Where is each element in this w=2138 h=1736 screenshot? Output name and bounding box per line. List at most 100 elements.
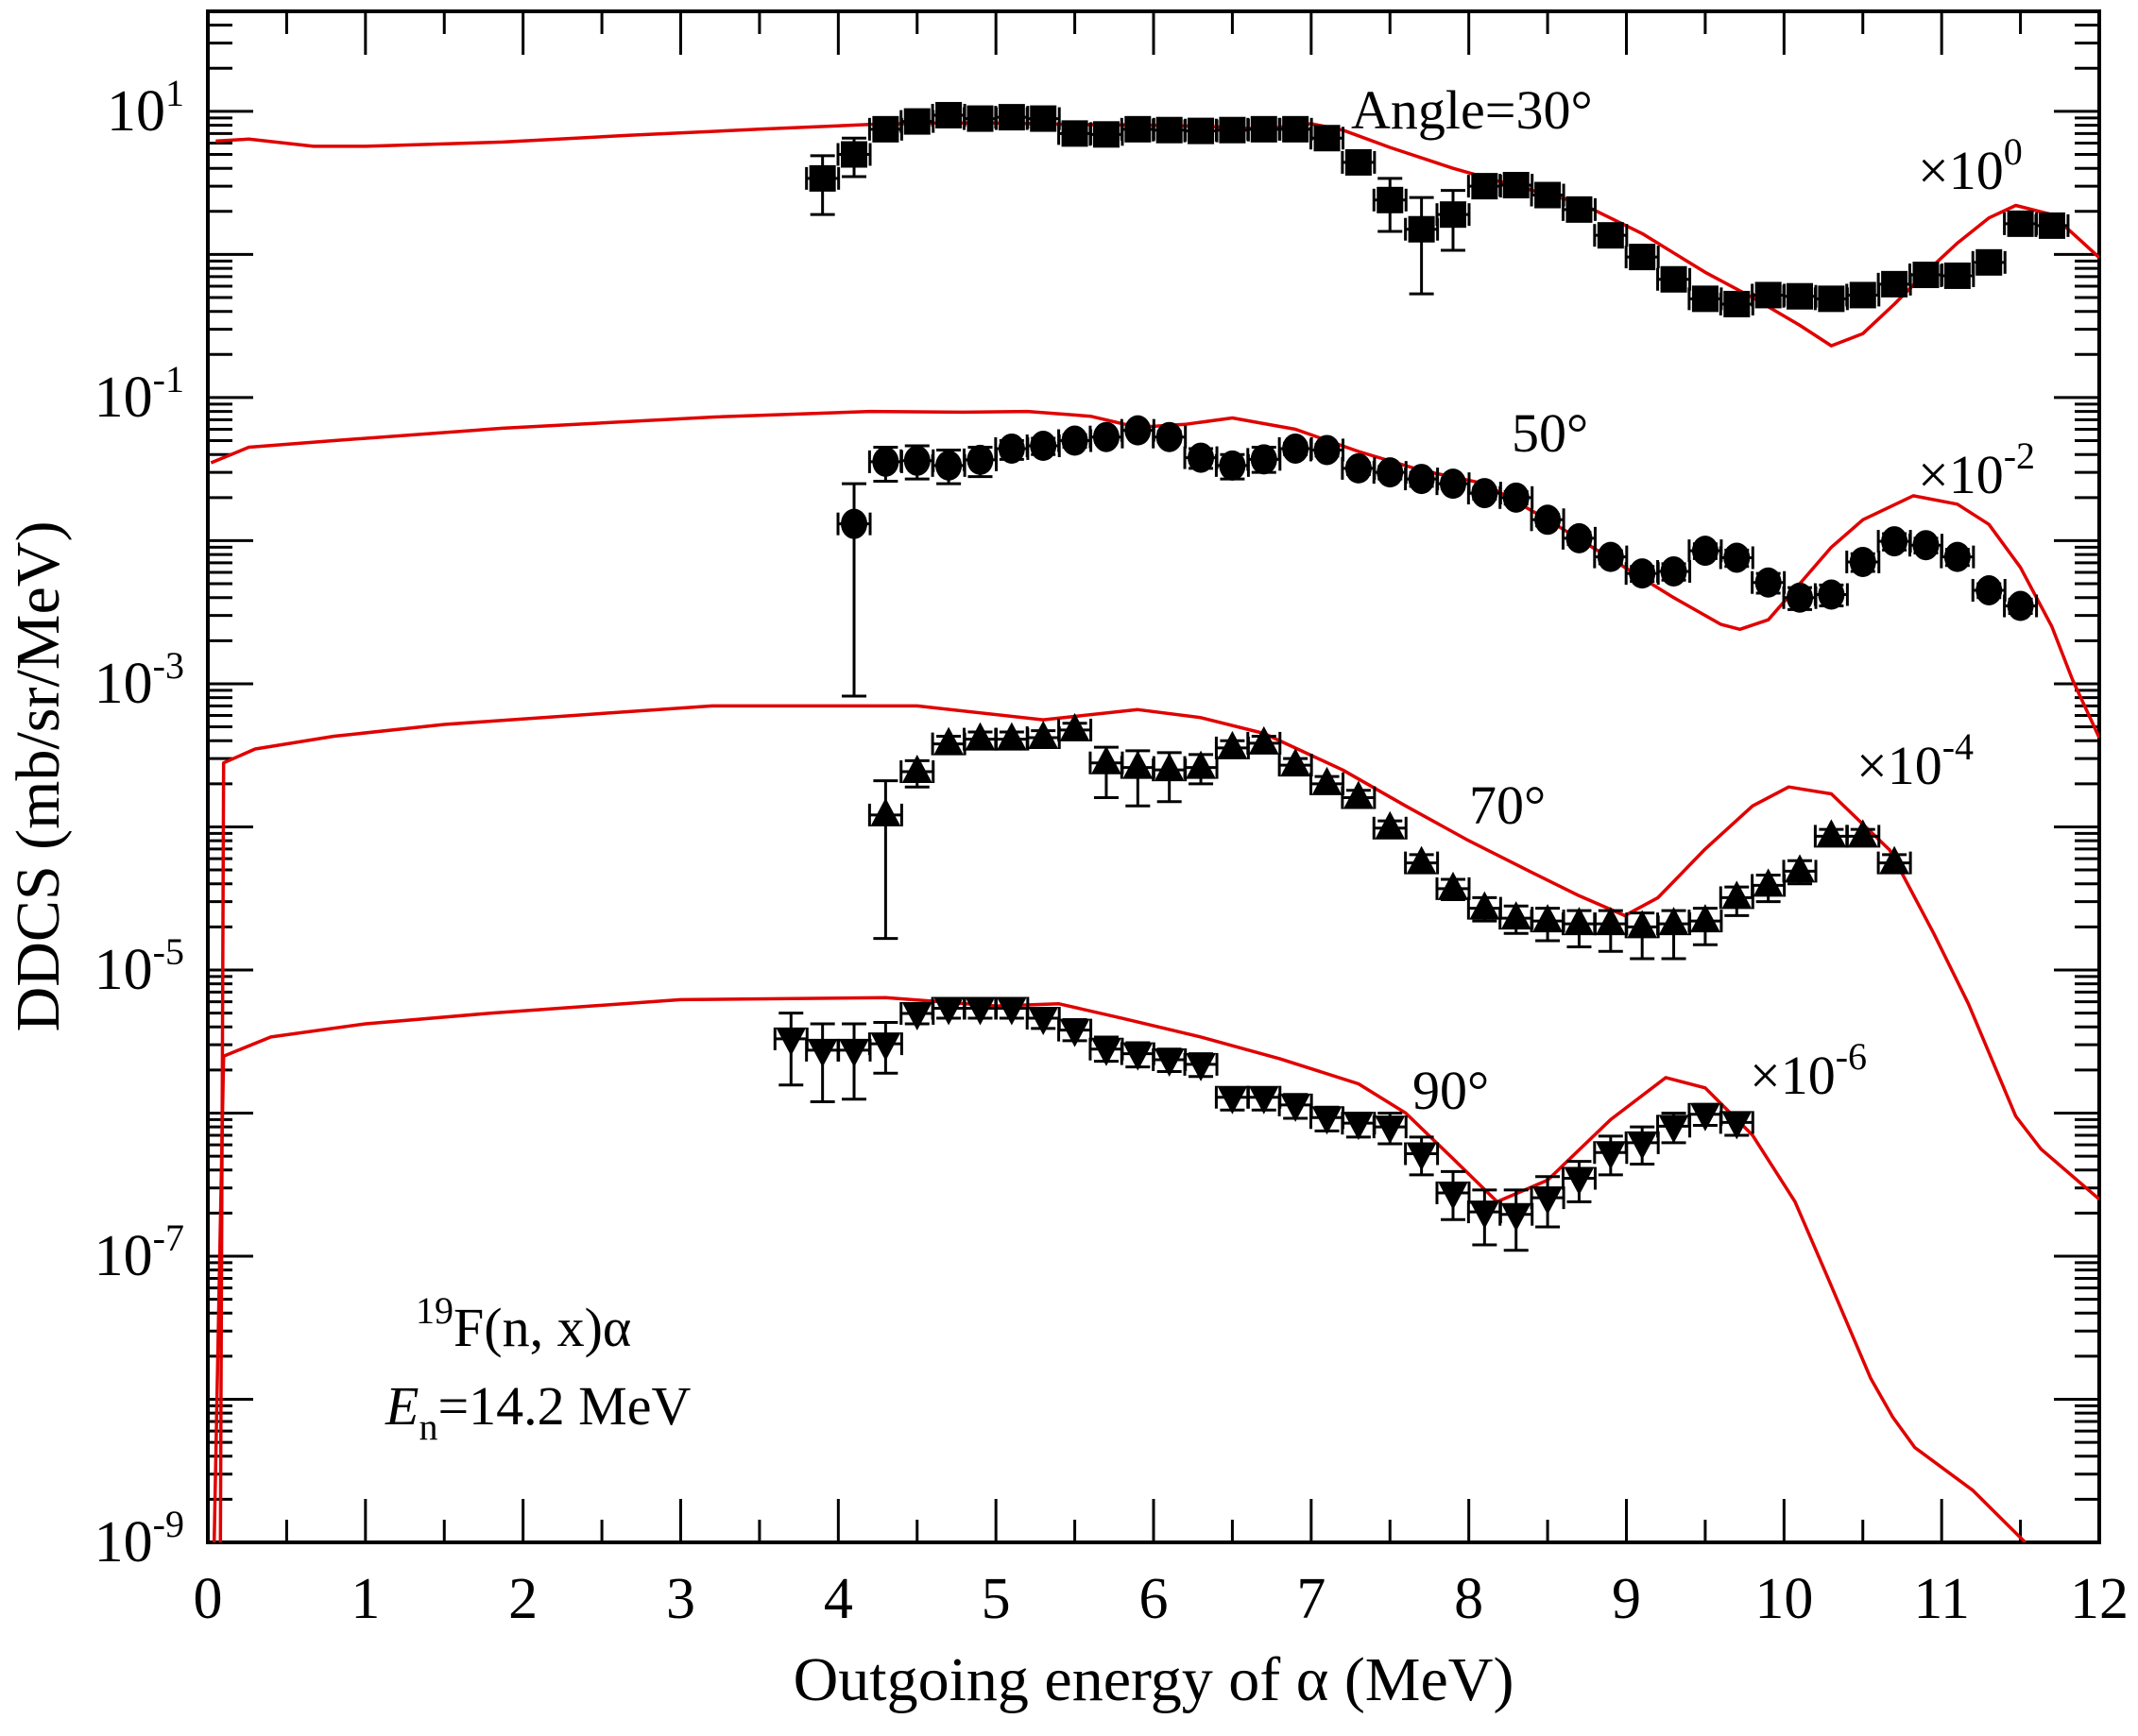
x-tick-label: 6: [1139, 1567, 1169, 1631]
scale-factor-label: ×10-2: [1918, 434, 2035, 505]
data-point: [996, 996, 1027, 1026]
data-point: [1282, 115, 1309, 143]
experimental-points: [773, 101, 2070, 1252]
data-point: [1471, 173, 1498, 200]
data-point: [839, 1038, 870, 1067]
data-point: [1186, 750, 1217, 779]
data-point: [1092, 121, 1120, 148]
data-point: [998, 433, 1025, 464]
data-point: [1313, 434, 1341, 466]
data-point: [1155, 116, 1183, 144]
data-point: [965, 722, 996, 751]
data-point: [1343, 780, 1374, 809]
data-point: [807, 1038, 838, 1067]
data-point: [1250, 444, 1277, 475]
data-point: [935, 450, 963, 481]
data-point: [1311, 766, 1343, 795]
angle-label: 50°: [1512, 402, 1588, 464]
scale-factor-label: ×10-6: [1750, 1035, 1867, 1106]
data-point: [1787, 282, 1814, 310]
data-point: [1439, 468, 1466, 500]
data-point: [1532, 1186, 1564, 1216]
data-point: [1248, 1085, 1279, 1115]
data-point: [1154, 1047, 1185, 1077]
data-point: [1343, 1112, 1374, 1141]
data-point: [1595, 907, 1626, 936]
data-point: [1721, 880, 1753, 910]
data-point: [1030, 431, 1057, 462]
data-point: [1124, 115, 1152, 143]
data-point: [1250, 115, 1277, 143]
data-point: [1377, 186, 1404, 213]
data-point: [1313, 125, 1341, 152]
series-90deg: [773, 996, 1754, 1252]
annotations: Angle=30° ×100 50° ×10-2 70° ×10-4 90° ×10-6 19F…: [385, 79, 2035, 1448]
data-point: [1375, 1115, 1406, 1145]
data-point: [1627, 910, 1658, 939]
x-tick-label: 1: [351, 1567, 380, 1631]
data-point: [901, 755, 932, 784]
data-point: [1881, 270, 1908, 298]
data-point: [1059, 1018, 1090, 1047]
data-point: [1154, 753, 1185, 782]
reaction-label: 19F(n, x)α: [416, 1289, 631, 1358]
x-tick-label: 7: [1296, 1567, 1326, 1631]
data-point: [1787, 582, 1814, 613]
data-point: [1660, 555, 1687, 587]
data-point: [1532, 904, 1564, 933]
scale-factor-label: ×100: [1918, 130, 2023, 201]
data-point: [1406, 845, 1437, 875]
data-point: [1122, 750, 1154, 779]
angle-label: 70°: [1469, 774, 1546, 836]
data-point: [1059, 712, 1090, 741]
data-point: [1219, 116, 1246, 144]
data-point: [1597, 541, 1624, 572]
data-point: [1691, 536, 1719, 567]
data-point: [776, 1027, 807, 1056]
data-point: [1502, 172, 1530, 199]
data-point: [1849, 546, 1876, 577]
y-tick-label: 10-5: [94, 930, 184, 1002]
x-tick-label: 2: [508, 1567, 538, 1631]
data-point: [1375, 810, 1406, 840]
data-point: [1689, 904, 1720, 933]
data-point: [1377, 457, 1404, 488]
data-point: [1188, 117, 1215, 145]
data-point: [1219, 450, 1246, 481]
data-point: [1155, 421, 1183, 452]
data-point: [1629, 244, 1656, 271]
series-50deg: [836, 415, 2039, 698]
data-point: [1188, 442, 1215, 473]
x-tick-label: 3: [666, 1567, 695, 1631]
calc-curve-50deg: [210, 409, 2099, 739]
data-point: [1471, 478, 1498, 509]
data-point: [998, 104, 1025, 131]
data-point: [1912, 262, 1940, 289]
data-point: [933, 996, 965, 1026]
data-point: [1564, 907, 1595, 936]
data-point: [1437, 871, 1468, 900]
data-point: [1534, 504, 1562, 536]
data-point: [1753, 868, 1784, 897]
data-point: [1282, 433, 1309, 464]
data-point: [1311, 1106, 1343, 1135]
y-tick-label: 10-7: [94, 1217, 184, 1288]
angle-label: 90°: [1412, 1060, 1489, 1121]
data-point: [2007, 590, 2034, 621]
data-point: [1943, 541, 1971, 572]
data-point: [841, 508, 868, 539]
data-point: [933, 726, 965, 756]
data-point: [1217, 1085, 1248, 1115]
calc-curve-30deg: [215, 121, 2099, 348]
data-point: [1879, 845, 1910, 875]
x-tick-label: 11: [1913, 1567, 1970, 1631]
data-point: [1344, 148, 1372, 176]
data-point: [1534, 181, 1562, 209]
data-point: [1818, 285, 1845, 313]
series-30deg: [805, 101, 2070, 317]
data-point: [1061, 425, 1088, 456]
x-tick-label: 4: [824, 1567, 853, 1631]
data-point: [1439, 201, 1466, 229]
